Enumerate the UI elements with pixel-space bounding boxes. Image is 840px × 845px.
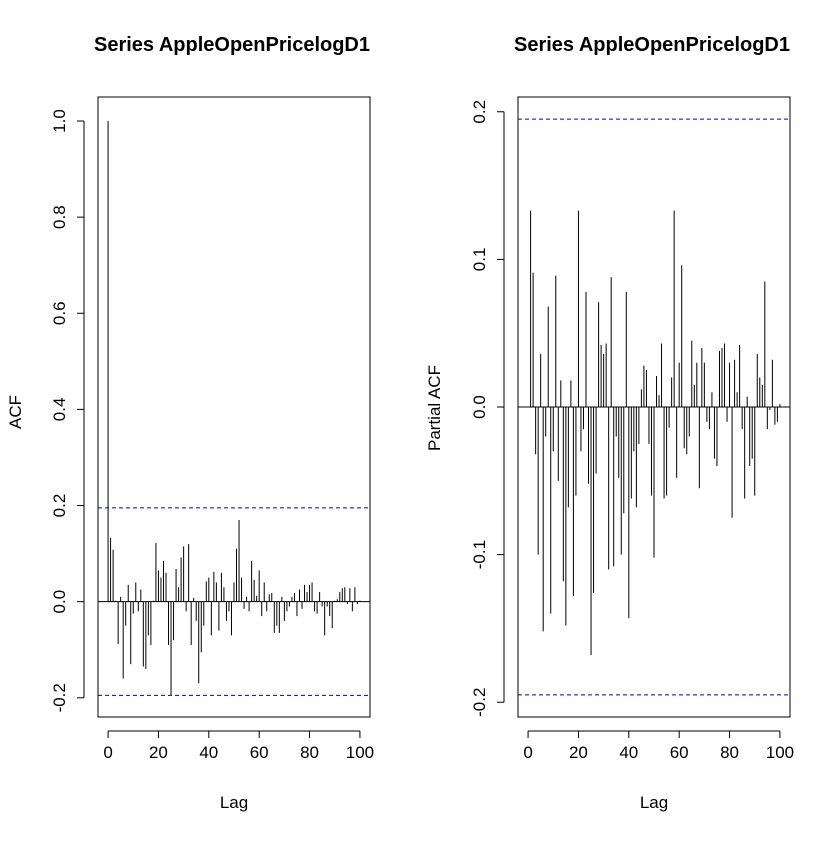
acf-y-tick-label: 0.4 [50,398,69,422]
pacf-x-tick-label: 40 [619,743,638,762]
pacf-x-tick-label: 80 [720,743,739,762]
acf-y-tick-label: 1.0 [50,109,69,133]
pacf-y-tick-label: 0.0 [470,395,489,419]
acf-x-tick-label: 60 [250,743,269,762]
acf-x-tick-label: 40 [199,743,218,762]
pacf-panel: Series AppleOpenPricelogD1 Lag Partial A… [425,34,794,812]
acf-x-axis-label: Lag [220,793,248,812]
pacf-x-tick-label: 60 [670,743,689,762]
pacf-x-tick-label: 0 [523,743,532,762]
pacf-y-axis-label: Partial ACF [425,365,444,451]
acf-y-tick-label: 0.6 [50,301,69,325]
pacf-x-axis-label: Lag [640,793,668,812]
pacf-chart-title: Series AppleOpenPricelogD1 [514,34,790,56]
acf-chart-title: Series AppleOpenPricelogD1 [94,34,370,56]
acf-x-tick-label: 0 [103,743,112,762]
acf-y-tick-label: -0.2 [50,683,69,712]
pacf-y-tick-label: -0.2 [470,688,489,717]
pacf-y-tick-label: 0.1 [470,248,489,272]
acf-plot-frame [97,96,371,718]
acf-y-axis-label: ACF [6,395,25,429]
acf-y-tick-label: 0.8 [50,205,69,229]
pacf-y-tick-label: -0.1 [470,540,489,569]
acf-y-tick-label: 0.0 [50,590,69,614]
acf-panel: Series AppleOpenPricelogD1 Lag ACF 0 20 40… [6,34,374,812]
acf-x-tick-label: 20 [149,743,168,762]
acf-x-tick-label: 100 [346,743,374,762]
pacf-y-tick-label: 0.2 [470,100,489,124]
acf-y-tick-label: 0.2 [50,494,69,518]
pacf-x-tick-label: 100 [766,743,794,762]
acf-x-tick-label: 80 [300,743,319,762]
pacf-x-tick-label: 20 [569,743,588,762]
